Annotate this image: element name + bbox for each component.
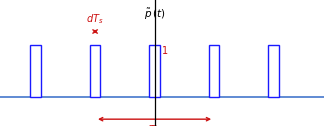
Bar (268, 45, 279, 97)
Bar (30, 45, 41, 97)
Text: $\tilde{p}\,(t)$: $\tilde{p}\,(t)$ (144, 7, 165, 22)
Bar (149, 45, 160, 97)
Bar (90, 45, 100, 97)
Text: 1: 1 (162, 46, 168, 56)
Text: $dT_s$: $dT_s$ (87, 12, 104, 26)
Bar (209, 45, 219, 97)
Text: $T_s$: $T_s$ (148, 123, 161, 126)
